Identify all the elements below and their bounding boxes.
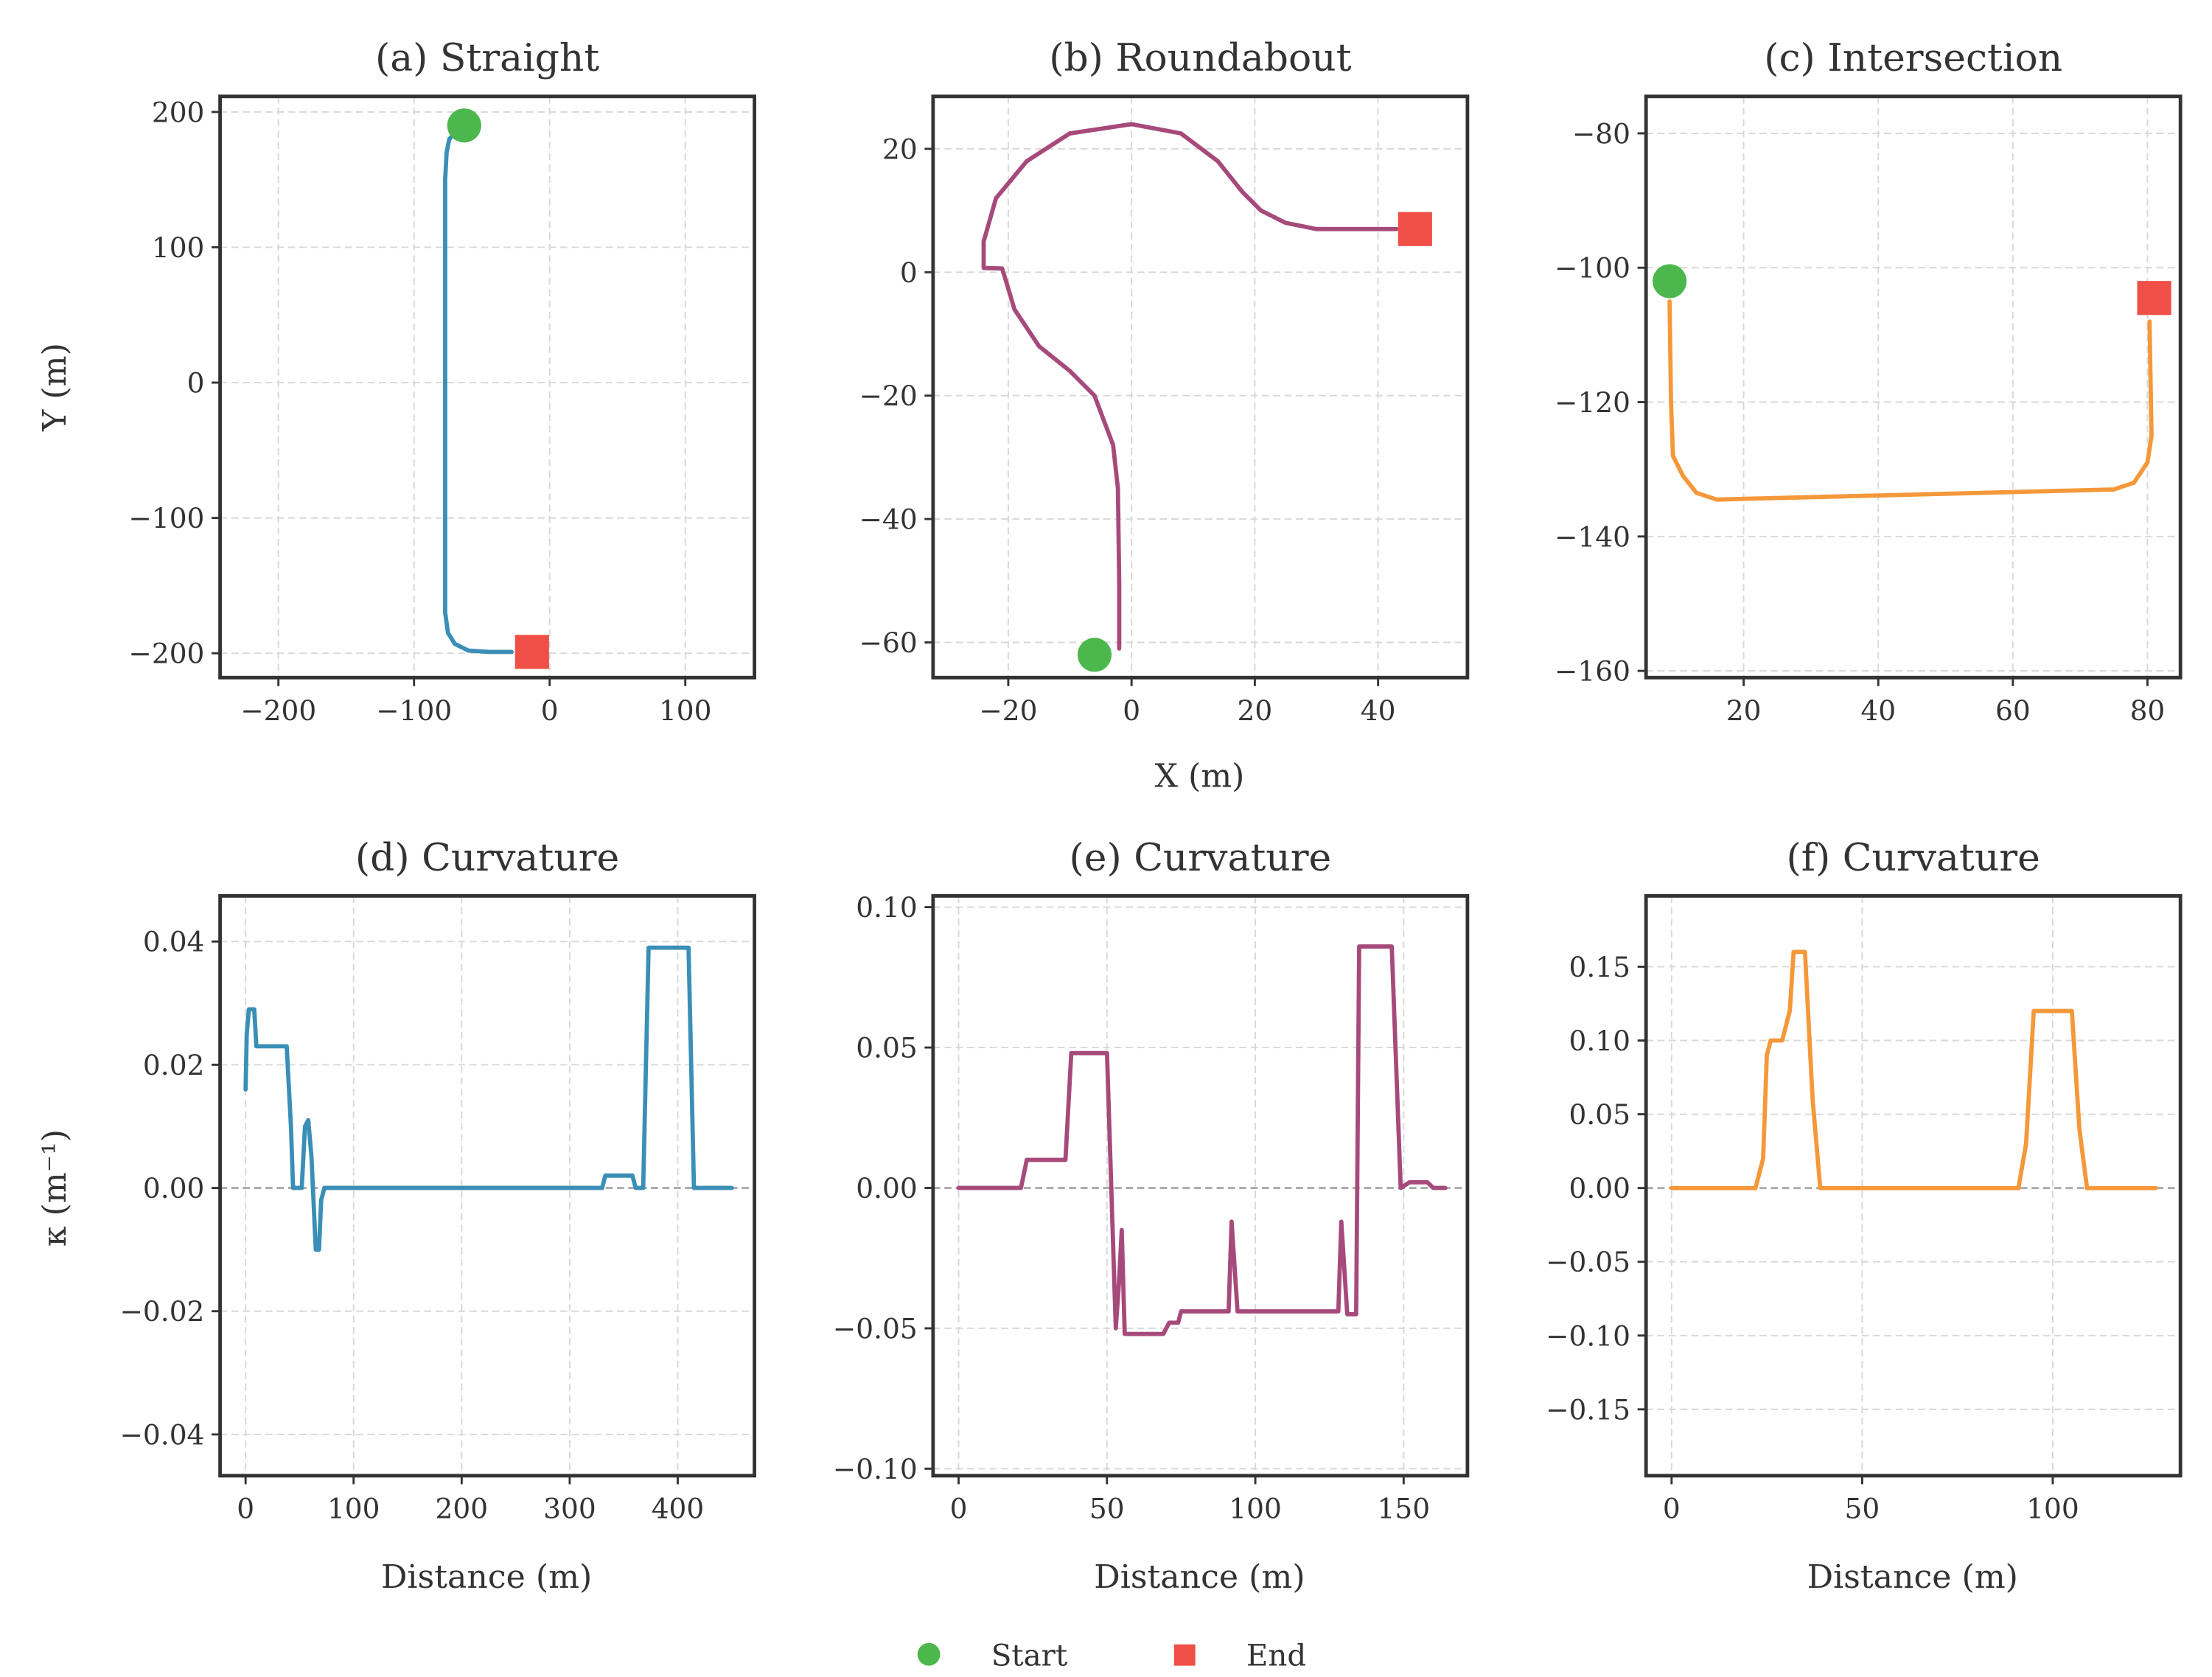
legend-end-label: End: [1246, 1639, 1306, 1673]
series-line: [1667, 299, 2154, 502]
axes-frame: [931, 893, 1470, 1478]
axes-frame: [218, 893, 756, 1478]
y-tick-label: 200: [152, 96, 205, 128]
x-tick-label: 100: [2026, 1493, 2079, 1525]
series-line: [443, 128, 514, 655]
y-tick-label: −40: [859, 503, 918, 536]
y-tick-label: −0.10: [833, 1453, 918, 1485]
series-line: [243, 945, 734, 1252]
axes-frame: [1644, 893, 2183, 1478]
y-tick-label: −200: [128, 638, 204, 670]
x-tick-label: 80: [2130, 694, 2166, 727]
y-tick-label: −100: [1555, 252, 1630, 285]
legend-start-label: Start: [991, 1639, 1067, 1673]
x-tick-label: 20: [1238, 694, 1273, 727]
y-tick-label: 0.00: [1569, 1172, 1631, 1204]
subplot-title: (b) Roundabout: [1049, 36, 1351, 80]
x-tick-label: 200: [436, 1493, 489, 1525]
x-tick-label: 100: [327, 1493, 380, 1525]
x-tick-label: 400: [652, 1493, 705, 1525]
y-tick-label: −140: [1555, 520, 1630, 553]
x-tick-label: 0: [541, 694, 559, 727]
x-tick-label: 50: [1845, 1493, 1880, 1525]
legend-start-marker: [917, 1642, 941, 1666]
end-marker: [1398, 212, 1432, 246]
legend-end-marker: [1173, 1644, 1196, 1666]
subplot-title: (c) Intersection: [1764, 36, 2062, 80]
y-tick-label: 0.02: [143, 1049, 204, 1081]
subplot-e: (e) Curvature 0 50 100 150 0.10 0.05 0.00 −0.05 −…: [833, 836, 1470, 1525]
series-line: [956, 944, 1448, 1336]
y-tick-label: 0.15: [1569, 951, 1631, 983]
subplot-title: (d) Curvature: [355, 836, 619, 880]
subplot-f: (f) Curvature 0 50 100 0.15 0.10 0.05 0.00 −0.05…: [1546, 836, 2183, 1525]
y-tick-label: 0: [187, 366, 205, 399]
y-tick-label: −20: [859, 380, 918, 412]
y-tick-label: −0.15: [1546, 1393, 1630, 1426]
subplot-a: (a) Straight −200 −100 0 100 200 100 0 −100 −200: [128, 36, 756, 727]
y-tick-label: 100: [152, 231, 205, 264]
y-tick-label: 0.10: [1569, 1025, 1631, 1057]
y-tick-label: −0.10: [1546, 1319, 1630, 1352]
x-tick-label: −100: [376, 694, 452, 727]
x-tick-label: 0: [1663, 1493, 1681, 1525]
y-tick-label: −120: [1555, 386, 1630, 419]
x-axis-label-curvature-d: Distance (m): [381, 1558, 592, 1596]
y-tick-label: −100: [128, 502, 204, 534]
y-tick-label: −0.02: [120, 1295, 205, 1328]
series-line: [981, 122, 1399, 651]
start-marker: [447, 108, 481, 143]
y-tick-label: −160: [1555, 655, 1630, 688]
x-tick-label: 20: [1726, 694, 1762, 727]
end-marker: [514, 635, 549, 669]
x-axis-label-curvature-e: Distance (m): [1094, 1558, 1305, 1596]
x-tick-label: −20: [979, 694, 1037, 727]
axes-frame: [1644, 94, 2183, 680]
subplot-b: (b) Roundabout −20 0 20 40 20 0 −20 −40 −60: [859, 36, 1470, 727]
x-tick-label: 0: [1123, 694, 1140, 727]
axes-frame: [931, 94, 1470, 680]
y-tick-label: −0.04: [120, 1418, 205, 1451]
y-axis-label-curvature: κ (m⁻¹): [36, 1129, 74, 1247]
subplot-d: (d) Curvature 0 100 200 300 400 0.04 0.02 0.00 −0…: [120, 836, 756, 1525]
x-tick-label: 150: [1378, 1493, 1431, 1525]
y-tick-label: 0.05: [856, 1032, 917, 1064]
x-tick-label: 50: [1089, 1493, 1125, 1525]
y-tick-label: −0.05: [1546, 1246, 1630, 1278]
x-tick-label: 0: [950, 1493, 968, 1525]
x-tick-label: 40: [1361, 694, 1396, 727]
y-tick-label: −0.05: [833, 1312, 918, 1345]
x-tick-label: 100: [1229, 1493, 1282, 1525]
x-tick-label: 0: [237, 1493, 254, 1525]
y-tick-label: 0: [900, 257, 918, 289]
x-tick-label: 100: [659, 694, 712, 727]
y-tick-label: 0.10: [856, 891, 917, 924]
start-marker: [1077, 638, 1112, 672]
x-tick-label: 300: [543, 1493, 596, 1525]
subplot-c: (c) Intersection 20 40 60 80 −80 −100 −120 −140 −…: [1555, 36, 2183, 727]
x-axis-label-curvature-f: Distance (m): [1807, 1558, 2018, 1596]
y-tick-label: 0.00: [856, 1172, 917, 1204]
legend: Start End: [917, 1639, 1306, 1673]
y-tick-label: 0.05: [1569, 1098, 1631, 1131]
subplot-title: (e) Curvature: [1070, 836, 1332, 880]
y-axis-label-trajectory: Y (m): [36, 343, 74, 432]
y-tick-label: 20: [882, 133, 918, 165]
subplot-title: (f) Curvature: [1787, 836, 2040, 880]
subplot-title: (a) Straight: [375, 36, 599, 80]
end-marker: [2137, 281, 2171, 315]
y-tick-label: 0.04: [143, 926, 204, 958]
series-line: [1669, 949, 2158, 1190]
x-axis-label-trajectory: X (m): [1154, 757, 1244, 795]
y-tick-label: −80: [1572, 117, 1630, 150]
start-marker: [1653, 264, 1687, 299]
axes-frame: [218, 94, 756, 680]
x-tick-label: −200: [240, 694, 316, 727]
y-tick-label: 0.00: [143, 1172, 204, 1204]
x-tick-label: 60: [1995, 694, 2031, 727]
x-tick-label: 40: [1860, 694, 1896, 727]
y-tick-label: −60: [859, 627, 918, 659]
